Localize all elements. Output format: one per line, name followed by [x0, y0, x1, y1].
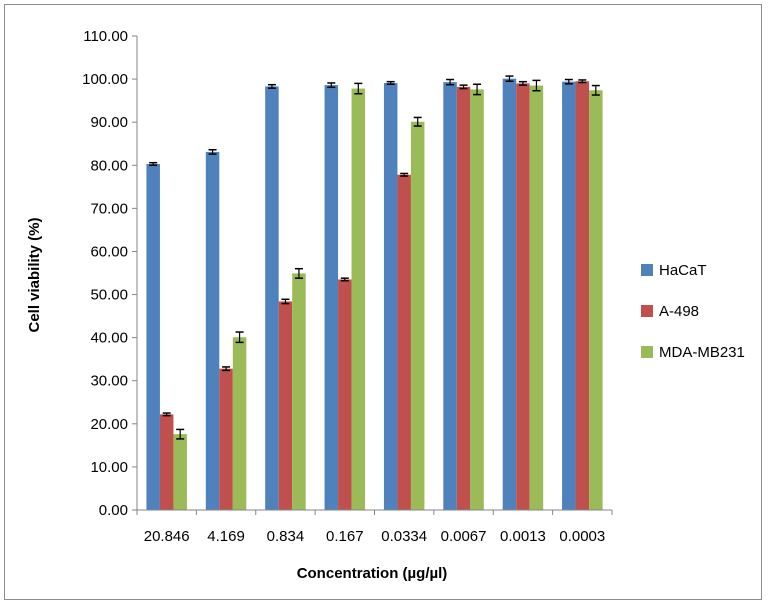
x-axis-ticks: 20.846 4.169 0.834 0.167 0.0334 0.0067 0.0013 0…	[136, 510, 613, 545]
bar-a-498	[516, 83, 530, 511]
x-axis-title: Concentration (µg/µl)	[297, 565, 448, 582]
y-axis-title: Cell viability (%)	[26, 217, 43, 332]
bar-mda-mb231	[410, 121, 425, 510]
bar-hacat	[383, 82, 398, 511]
bar-a-498	[278, 301, 293, 510]
legend-label: A-498	[659, 303, 699, 320]
error-bars	[149, 75, 600, 440]
bar-mda-mb231	[470, 89, 484, 510]
y-tick-label: 40.00	[90, 330, 128, 347]
bar-a-498	[456, 86, 471, 510]
bar-hacat	[205, 151, 220, 510]
bar-a-498	[219, 368, 233, 510]
bar-mda-mb231	[351, 88, 366, 510]
x-tick-label: 0.834	[267, 528, 305, 545]
y-tick-label: 0.00	[99, 502, 128, 519]
bar-a-498	[397, 174, 411, 510]
legend: HaCaT A-498 MDA-MB231	[641, 262, 745, 361]
legend-swatch	[641, 346, 653, 358]
chart-frame	[4, 4, 762, 600]
x-tick-label: 0.0067	[441, 528, 487, 545]
y-tick-label: 20.00	[90, 416, 128, 433]
bar-hacat	[443, 82, 457, 510]
y-tick-label: 110.00	[83, 28, 128, 45]
y-tick-label: 60.00	[90, 243, 128, 260]
legend-swatch	[641, 264, 653, 276]
bar-mda-mb231	[529, 85, 544, 511]
bar-hacat	[562, 81, 576, 510]
bar-mda-mb231	[589, 90, 603, 510]
y-tick-label: 50.00	[90, 287, 128, 304]
bar-mda-mb231	[292, 273, 306, 510]
x-tick-label: 0.167	[326, 528, 364, 545]
y-tick-label: 100.00	[82, 71, 128, 88]
bar-hacat	[265, 86, 279, 510]
bar-hacat	[146, 163, 160, 511]
y-tick-label: 10.00	[90, 459, 128, 476]
bar-hacat	[502, 78, 517, 510]
bar-hacat	[324, 85, 339, 511]
legend-label: MDA-MB231	[659, 344, 745, 361]
y-tick-label: 90.00	[90, 114, 128, 131]
y-tick-label: 30.00	[90, 373, 128, 390]
bar-mda-mb231	[173, 434, 187, 510]
bar-a-498	[575, 81, 590, 510]
x-tick-label: 20.846	[144, 528, 190, 545]
bar-mda-mb231	[232, 337, 247, 510]
bars	[146, 78, 603, 511]
x-tick-label: 0.0003	[559, 528, 605, 545]
legend-swatch	[641, 305, 653, 317]
y-axis-ticks: 0.00 10.00 20.00 30.00 40.00 50.00 60.00 70.00 8…	[82, 28, 137, 519]
y-tick-label: 70.00	[90, 200, 128, 217]
y-tick-label: 80.00	[90, 157, 128, 174]
x-tick-label: 0.0013	[500, 528, 546, 545]
x-tick-label: 4.169	[207, 528, 245, 545]
bar-a-498	[338, 279, 352, 510]
bar-a-498	[159, 414, 174, 510]
legend-label: HaCaT	[659, 262, 707, 279]
x-tick-label: 0.0334	[381, 528, 427, 545]
